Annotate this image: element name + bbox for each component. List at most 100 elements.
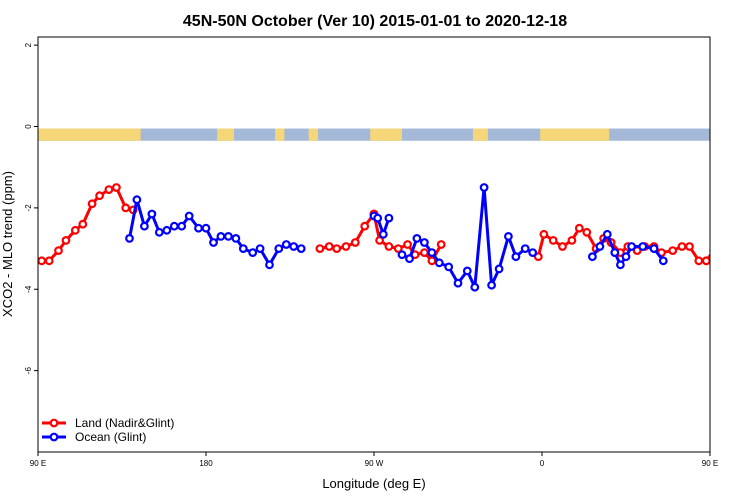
land-band-segment — [217, 128, 234, 141]
y-tick-label: -2 — [24, 204, 33, 212]
data-point — [341, 242, 351, 251]
y-tick-label: -6 — [24, 367, 33, 375]
y-tick-label: -4 — [24, 285, 33, 293]
data-point — [504, 231, 513, 241]
data-point — [111, 183, 121, 192]
data-point — [403, 240, 413, 249]
data-point — [78, 219, 88, 229]
data-point — [248, 248, 258, 258]
legend: Land (Nadir&Glint)Ocean (Glint) — [42, 416, 174, 444]
legend-entry: Land (Nadir&Glint) — [42, 416, 174, 430]
x-tick-label: 0 — [540, 459, 545, 468]
data-point — [658, 256, 668, 266]
data-point — [209, 238, 218, 247]
series-line — [705, 253, 710, 262]
data-point — [427, 256, 437, 266]
data-point — [744, 201, 750, 208]
data-point — [95, 191, 104, 201]
data-point — [265, 260, 274, 270]
data-point — [420, 238, 429, 247]
data-point — [621, 252, 631, 262]
data-point — [649, 244, 659, 254]
data-point — [216, 231, 226, 241]
data-point — [405, 254, 414, 264]
data-point — [627, 242, 636, 251]
chart-title: 45N-50N October (Ver 10) 2015-01-01 to 2… — [183, 13, 567, 30]
data-point — [412, 233, 422, 243]
data-point — [685, 242, 694, 251]
data-point — [668, 246, 678, 256]
data-point — [718, 235, 725, 242]
data-point — [453, 278, 463, 288]
land-ocean-mask — [38, 128, 710, 141]
data-point — [694, 256, 704, 266]
data-point — [194, 223, 203, 233]
data-point — [434, 258, 444, 268]
data-point — [567, 235, 577, 245]
data-point — [139, 221, 149, 231]
x-tick-label: 90 W — [365, 459, 384, 468]
series-layer — [38, 183, 750, 292]
data-point — [616, 260, 625, 270]
land-band-segment — [308, 128, 318, 141]
data-point — [315, 244, 325, 254]
data-point — [470, 282, 480, 292]
data-point — [38, 256, 47, 266]
land-band-segment — [275, 128, 285, 141]
data-point — [462, 266, 472, 276]
data-point — [444, 262, 454, 272]
land-band-segment — [370, 128, 402, 141]
y-axis: 2 0 -2 -4 -6 — [24, 42, 38, 374]
data-point — [238, 244, 248, 254]
series-line — [591, 232, 665, 267]
legend-label: Land (Nadir&Glint) — [75, 416, 174, 430]
data-point — [558, 242, 567, 251]
data-point — [169, 221, 179, 231]
data-point — [360, 221, 370, 231]
data-point — [104, 185, 114, 195]
data-point — [384, 242, 394, 251]
x-axis-label: Longitude (deg E) — [322, 476, 425, 491]
legend-label: Ocean (Glint) — [75, 430, 146, 444]
data-point — [70, 225, 80, 235]
data-point — [274, 244, 284, 254]
data-point — [121, 203, 131, 213]
data-point — [324, 242, 334, 251]
legend-entry: Ocean (Glint) — [42, 430, 146, 444]
data-point — [87, 199, 97, 209]
data-point — [154, 227, 164, 237]
data-point — [132, 195, 142, 205]
y-axis-label: XCO2 - MLO trend (ppm) — [0, 171, 15, 317]
data-point — [375, 235, 385, 245]
data-point — [427, 248, 437, 258]
data-point — [677, 242, 687, 251]
land-band-segment — [540, 128, 610, 141]
y-tick-label: 2 — [24, 42, 33, 47]
data-point — [373, 213, 383, 223]
x-tick-label: 180 — [199, 459, 213, 468]
x-axis: 90 E 180 90 W 0 90 E — [30, 452, 718, 468]
data-point — [511, 252, 521, 262]
data-point — [289, 242, 299, 251]
data-point — [44, 256, 54, 266]
data-point — [487, 280, 497, 290]
data-point — [332, 244, 342, 254]
data-point — [727, 227, 734, 234]
data-point — [574, 223, 584, 233]
data-point — [709, 248, 710, 253]
land-band-segment — [472, 128, 488, 141]
data-point — [397, 250, 407, 260]
data-point — [528, 248, 538, 258]
data-point — [420, 248, 429, 258]
data-point — [125, 233, 134, 243]
data-point — [436, 240, 446, 249]
data-point — [494, 264, 504, 274]
data-point — [54, 246, 63, 256]
data-point — [162, 225, 172, 235]
data-point — [638, 242, 648, 251]
x-tick-label: 90 E — [702, 459, 718, 468]
data-point — [588, 252, 597, 262]
data-point — [184, 211, 194, 221]
legend-swatch-marker — [49, 418, 59, 428]
